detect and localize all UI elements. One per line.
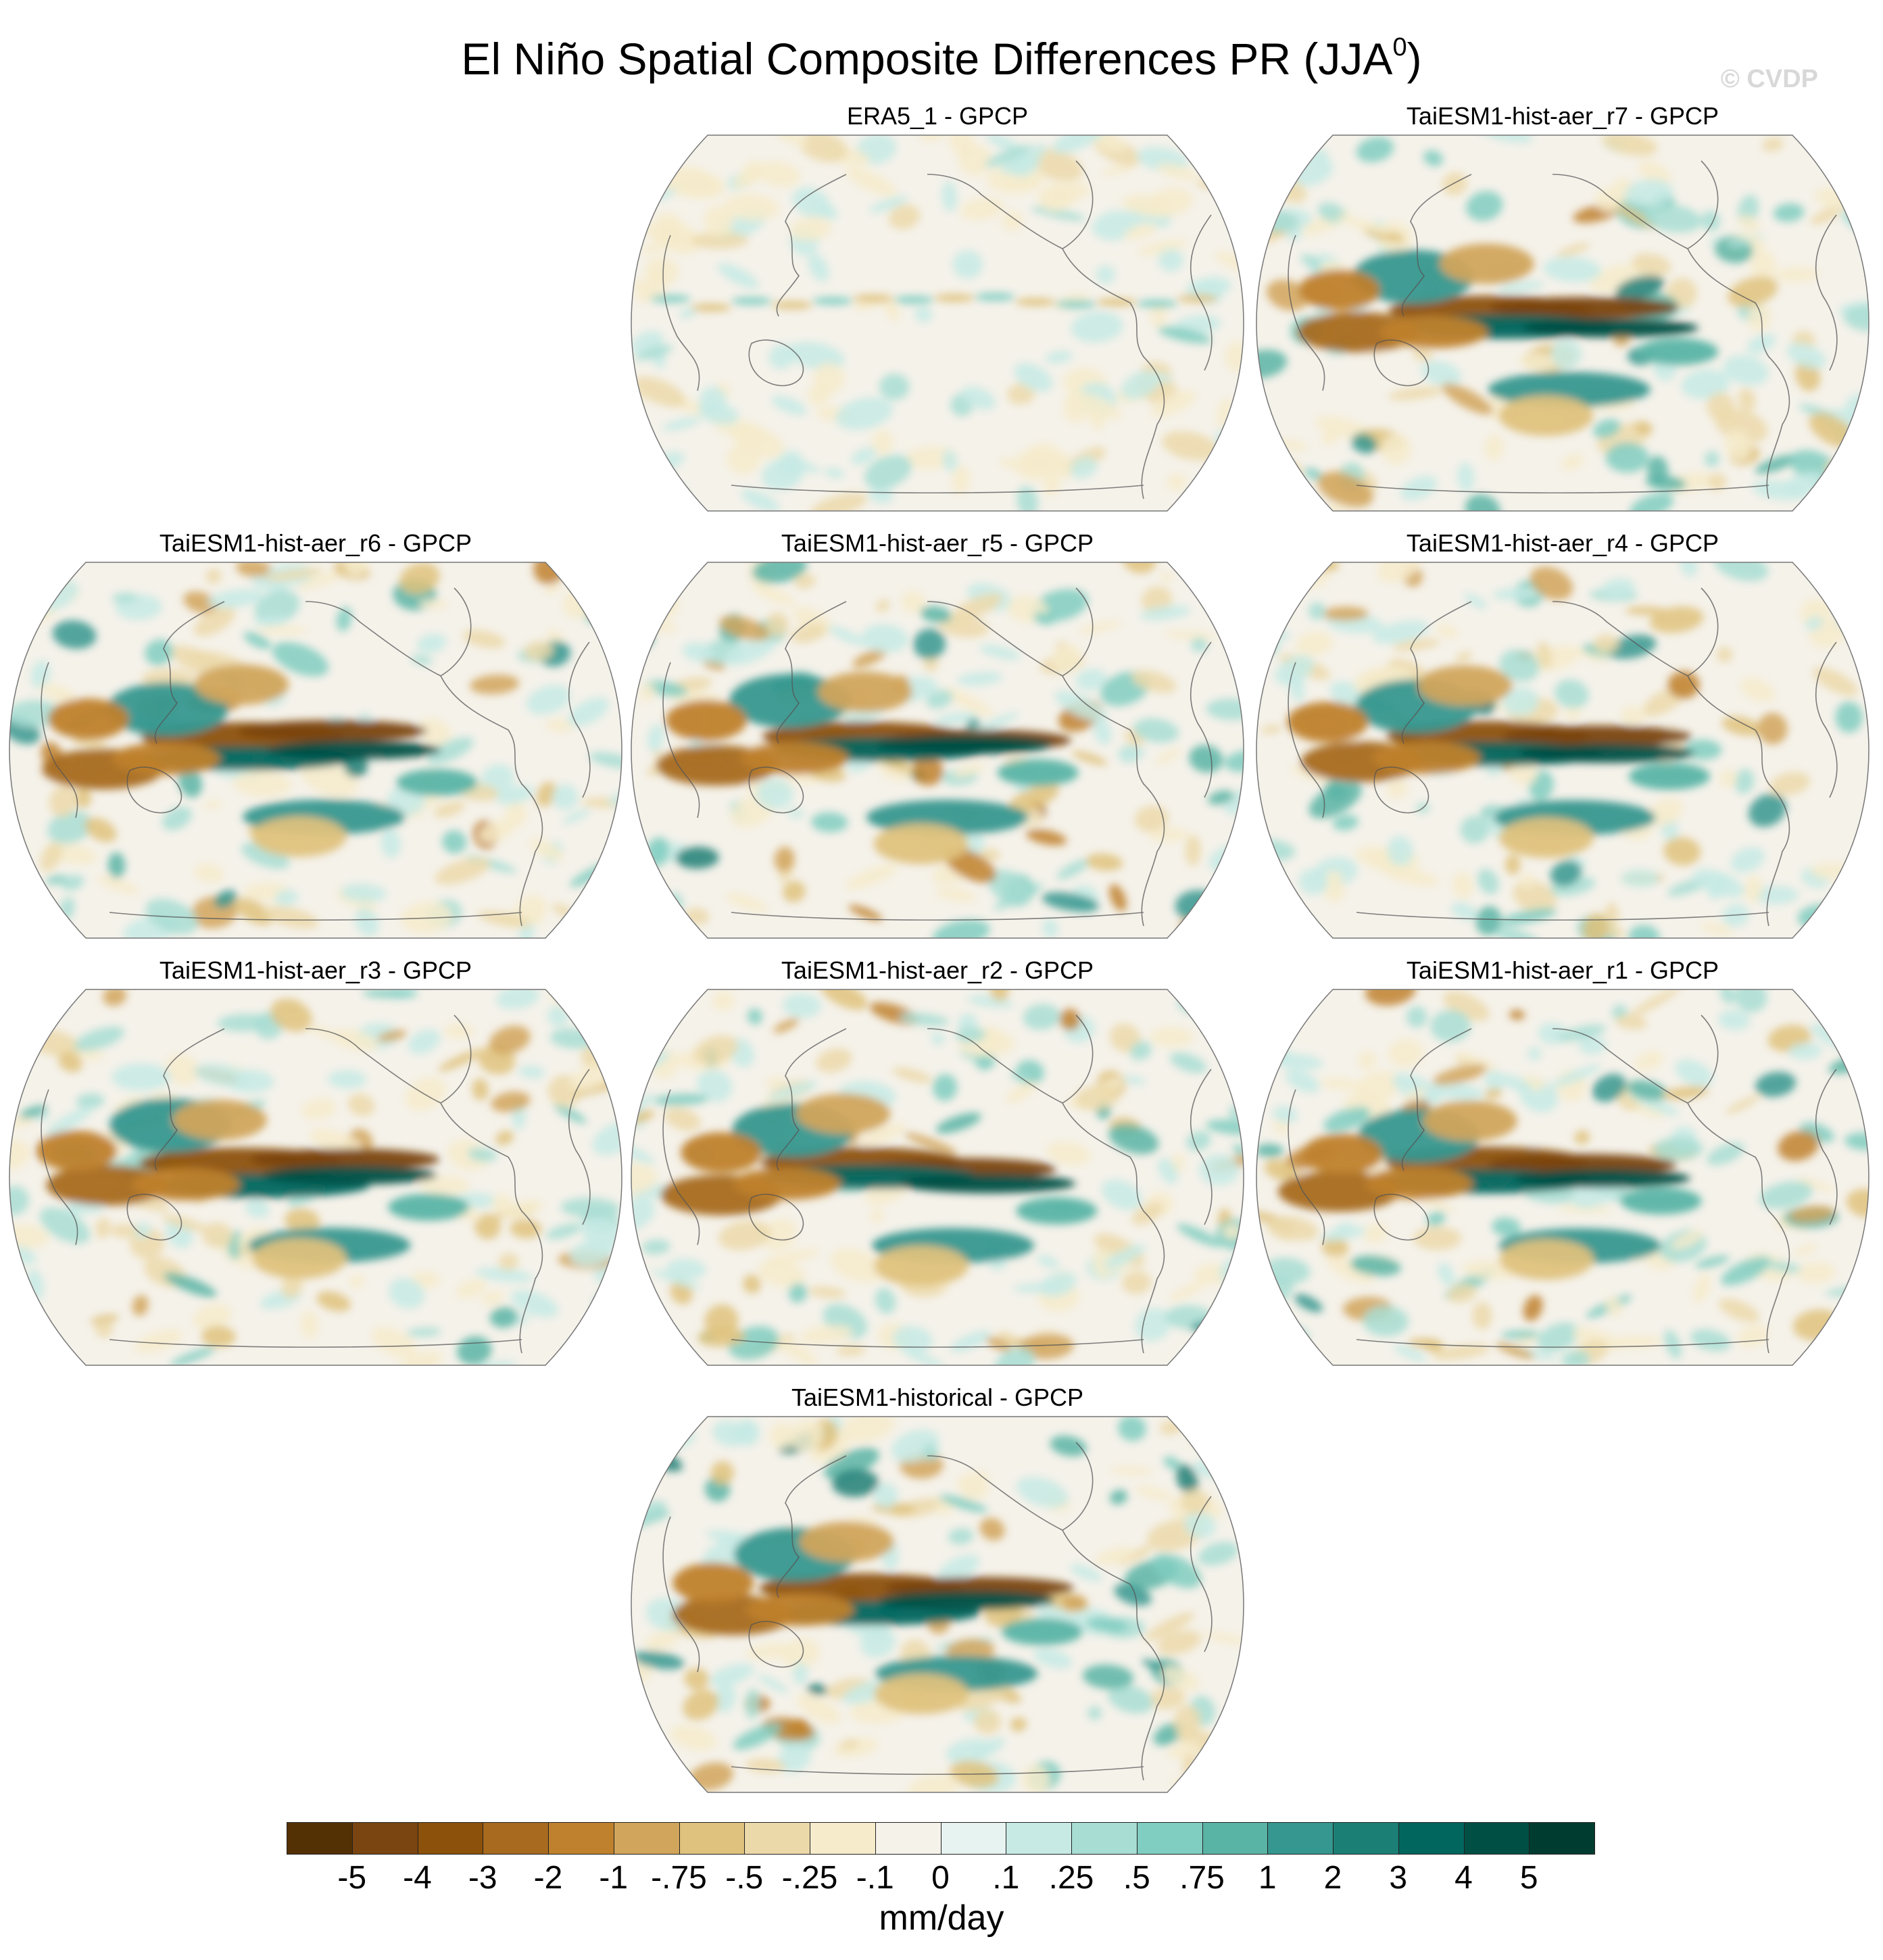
colorbar-tick-label: -2	[533, 1860, 563, 1896]
colorbar-tick-label: 4	[1454, 1860, 1473, 1896]
colorbar-tick-label: -3	[468, 1860, 497, 1896]
colorbar-box	[417, 1822, 484, 1855]
map-outline	[1256, 134, 1869, 512]
map-outline	[631, 134, 1244, 512]
colorbar-tick-label: -5	[337, 1860, 367, 1896]
colorbar-tick-label: 3	[1389, 1860, 1408, 1896]
colorbar-units: mm/day	[879, 1898, 1004, 1938]
robinson-map	[1256, 989, 1869, 1366]
robinson-map	[1256, 562, 1869, 939]
colorbar-tick-label: 2	[1323, 1860, 1342, 1896]
map-panel-historical: TaiESM1-historical - GPCP	[630, 1384, 1245, 1803]
panel-title: TaiESM1-hist-aer_r3 - GPCP	[159, 956, 472, 984]
robinson-map	[631, 989, 1244, 1366]
colorbar-box	[1267, 1822, 1334, 1855]
robinson-map	[631, 1416, 1244, 1793]
map-outline	[631, 989, 1244, 1366]
figure-title: El Niño Spatial Composite Differences PR…	[0, 20, 1883, 86]
colorbar-tick-label: -.5	[725, 1860, 764, 1896]
colorbar-box	[810, 1822, 876, 1855]
colorbar-box	[940, 1822, 1007, 1855]
colorbar	[287, 1822, 1595, 1856]
map-outline	[9, 989, 622, 1366]
map-outline	[1256, 562, 1869, 939]
colorbar-box	[1463, 1822, 1530, 1855]
colorbar-tick-label: -.25	[781, 1860, 838, 1896]
map-panel-era5: ERA5_1 - GPCP	[630, 103, 1245, 522]
robinson-map	[9, 989, 622, 1366]
figure-title-text: El Niño Spatial Composite Differences PR…	[461, 34, 1393, 84]
robinson-map	[631, 562, 1244, 939]
robinson-map	[9, 562, 622, 939]
panel-title: TaiESM1-historical - GPCP	[791, 1383, 1084, 1411]
figure-title-superscript: 0	[1392, 33, 1407, 62]
map-outline	[631, 1416, 1244, 1793]
panel-title: TaiESM1-hist-aer_r6 - GPCP	[159, 529, 472, 557]
colorbar-box	[548, 1822, 614, 1855]
map-outline	[1256, 989, 1869, 1366]
robinson-map	[631, 134, 1244, 512]
colorbar-box	[679, 1822, 745, 1855]
colorbar-box	[351, 1822, 418, 1855]
colorbar-tick-label: 1	[1258, 1860, 1277, 1896]
panel-title: ERA5_1 - GPCP	[846, 102, 1029, 130]
colorbar-tick-label: -1	[599, 1860, 629, 1896]
colorbar-box	[875, 1822, 942, 1855]
cvdp-watermark: © CVDP	[1720, 65, 1818, 93]
colorbar-box	[287, 1822, 353, 1855]
colorbar-box	[1529, 1822, 1595, 1855]
colorbar-box	[1071, 1822, 1138, 1855]
map-panel-r7: TaiESM1-hist-aer_r7 - GPCP	[1255, 103, 1870, 522]
panel-title: TaiESM1-hist-aer_r5 - GPCP	[781, 529, 1094, 557]
map-panel-r2: TaiESM1-hist-aer_r2 - GPCP	[630, 957, 1245, 1376]
colorbar-tick-label: -.1	[856, 1860, 894, 1896]
figure-title-close: )	[1407, 34, 1422, 84]
colorbar-box	[744, 1822, 810, 1855]
map-outline	[631, 562, 1244, 939]
panel-title: TaiESM1-hist-aer_r7 - GPCP	[1406, 102, 1719, 130]
colorbar-tick-label: .5	[1123, 1860, 1150, 1896]
colorbar-box	[613, 1822, 680, 1855]
panel-title: TaiESM1-hist-aer_r4 - GPCP	[1406, 529, 1719, 557]
map-panel-r1: TaiESM1-hist-aer_r1 - GPCP	[1255, 957, 1870, 1376]
colorbar-tick-label: .75	[1179, 1860, 1225, 1896]
panel-title: TaiESM1-hist-aer_r2 - GPCP	[781, 956, 1094, 984]
colorbar-box	[1136, 1822, 1203, 1855]
robinson-map	[1256, 134, 1869, 512]
map-panel-r4: TaiESM1-hist-aer_r4 - GPCP	[1255, 530, 1870, 949]
map-panel-r3: TaiESM1-hist-aer_r3 - GPCP	[8, 957, 623, 1376]
colorbar-box	[483, 1822, 549, 1855]
colorbar-tick-label: -4	[403, 1860, 432, 1896]
colorbar-box	[1006, 1822, 1072, 1855]
colorbar-tick-label: 5	[1519, 1860, 1538, 1896]
colorbar-box	[1202, 1822, 1269, 1855]
panel-title: TaiESM1-hist-aer_r1 - GPCP	[1406, 956, 1719, 984]
colorbar-tick-label: .25	[1048, 1860, 1094, 1896]
map-panel-r6: TaiESM1-hist-aer_r6 - GPCP	[8, 530, 623, 949]
colorbar-tick-label: .1	[992, 1860, 1020, 1896]
colorbar-box	[1333, 1822, 1399, 1855]
colorbar-box	[1398, 1822, 1465, 1855]
colorbar-tick-label: 0	[931, 1860, 950, 1896]
map-panel-r5: TaiESM1-hist-aer_r5 - GPCP	[630, 530, 1245, 949]
colorbar-tick-label: -.75	[651, 1860, 707, 1896]
map-outline	[9, 562, 622, 939]
